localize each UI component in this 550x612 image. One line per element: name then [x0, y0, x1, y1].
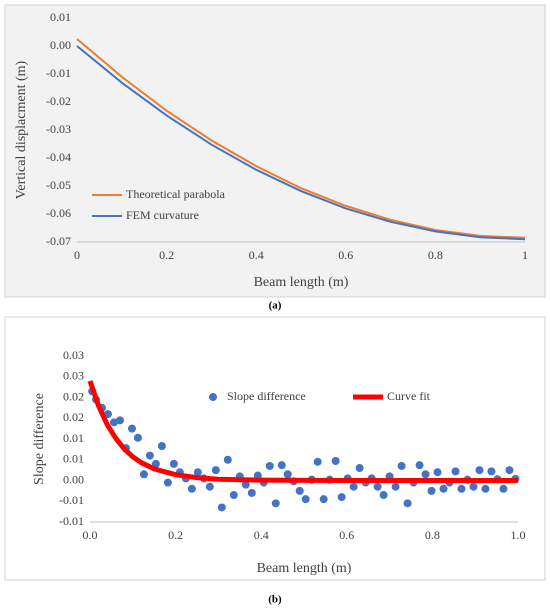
scatter-point [487, 467, 496, 476]
scatter-point [211, 466, 220, 475]
x-tick-label: 0.2 [168, 528, 183, 542]
x-tick-label: 0.6 [339, 528, 354, 542]
scatter-point [217, 503, 226, 512]
caption: (b) [268, 594, 282, 606]
scatter-point [379, 491, 388, 500]
scatter-point [475, 466, 484, 475]
scatter-point [349, 482, 358, 491]
x-axis-title: Beam length (m) [257, 561, 352, 576]
y-tick-label: 0.02 [63, 389, 84, 403]
scatter-point [433, 468, 442, 477]
x-tick-label: 1.0 [511, 528, 526, 542]
y-tick-label: 0.01 [63, 431, 84, 445]
scatter-point [127, 424, 136, 433]
scatter-point [223, 455, 232, 464]
y-tick-label: 0.03 [63, 348, 84, 362]
y-tick-label: -0.03 [46, 122, 71, 136]
scatter-point [331, 456, 340, 465]
legend-label: Curve fit [387, 389, 431, 403]
scatter-point [295, 486, 304, 495]
scatter-point [469, 482, 478, 491]
legend-label: FEM curvature [126, 208, 199, 222]
scatter-point [319, 495, 328, 504]
y-tick-label: -0.01 [59, 493, 84, 507]
scatter-point [373, 482, 382, 491]
y-tick-label: 0.00 [50, 38, 71, 52]
x-tick-label: 0.4 [249, 248, 264, 262]
y-axis-title: Slope difference [32, 393, 47, 485]
scatter-point [415, 461, 424, 470]
x-axis-title: Beam length (m) [254, 275, 349, 290]
legend-label: Slope difference [227, 389, 306, 403]
scatter-point [193, 468, 202, 477]
y-tick-label: -0.07 [46, 234, 71, 248]
scatter-point [403, 499, 412, 508]
x-tick-label: 0.4 [254, 528, 269, 542]
y-tick-label: -0.04 [46, 150, 71, 164]
x-tick-label: 0.2 [159, 248, 174, 262]
scatter-point [481, 484, 490, 493]
scatter-point [439, 484, 448, 493]
scatter-point [457, 484, 466, 493]
legend-marker [209, 393, 217, 401]
scatter-point [163, 478, 172, 487]
caption: (a) [269, 300, 282, 312]
scatter-point [139, 470, 148, 479]
scatter-point [451, 467, 460, 476]
scatter-point [145, 451, 154, 460]
y-tick-label: -0.02 [46, 94, 71, 108]
x-tick-label: 1 [522, 248, 528, 262]
scatter-point [505, 466, 514, 475]
scatter-point [421, 470, 430, 479]
scatter-point [301, 495, 310, 504]
scatter-point [115, 416, 124, 425]
y-tick-label: 0.01 [63, 452, 84, 466]
line-series [76, 45, 526, 241]
scatter-point [169, 459, 178, 468]
x-tick-label: 0.6 [338, 248, 353, 262]
scatter-point [397, 461, 406, 470]
x-tick-label: 0.8 [428, 248, 443, 262]
line-series [87, 380, 518, 483]
scatter-point [283, 470, 292, 479]
scatter-point [355, 464, 364, 473]
y-tick-label: 0.01 [50, 10, 71, 24]
chart-area [4, 316, 546, 581]
scatter-point [151, 459, 160, 468]
scatter-point [391, 482, 400, 491]
chart-area [4, 4, 546, 298]
x-tick-label: 0.8 [425, 528, 440, 542]
x-tick-label: 0.0 [83, 528, 98, 542]
y-tick-label: -0.05 [46, 178, 71, 192]
legend-label: Theoretical parabola [126, 187, 226, 201]
scatter-point [205, 482, 214, 491]
scatter-point [313, 457, 322, 466]
y-tick-label: -0.06 [46, 206, 71, 220]
scatter-point [229, 491, 238, 500]
scatter-point [271, 499, 280, 508]
scatter-point [499, 484, 508, 493]
scatter-point [241, 480, 250, 489]
y-tick-label: -0.01 [46, 66, 71, 80]
y-axis-title: Vertical displacment (m) [14, 60, 29, 199]
scatter-point [157, 442, 166, 451]
y-tick-label: 0.03 [63, 369, 84, 383]
scatter-point [265, 461, 274, 470]
scatter-point [427, 486, 436, 495]
scatter-point [133, 433, 142, 442]
y-tick-label: 0.02 [63, 410, 84, 424]
scatter-point [337, 493, 346, 502]
x-tick-label: 0 [74, 248, 80, 262]
y-tick-label: -0.01 [59, 514, 84, 528]
line-series [76, 38, 526, 239]
scatter-point [187, 484, 196, 493]
y-tick-label: 0.00 [63, 472, 84, 486]
scatter-point [247, 488, 256, 497]
scatter-point [277, 461, 286, 470]
